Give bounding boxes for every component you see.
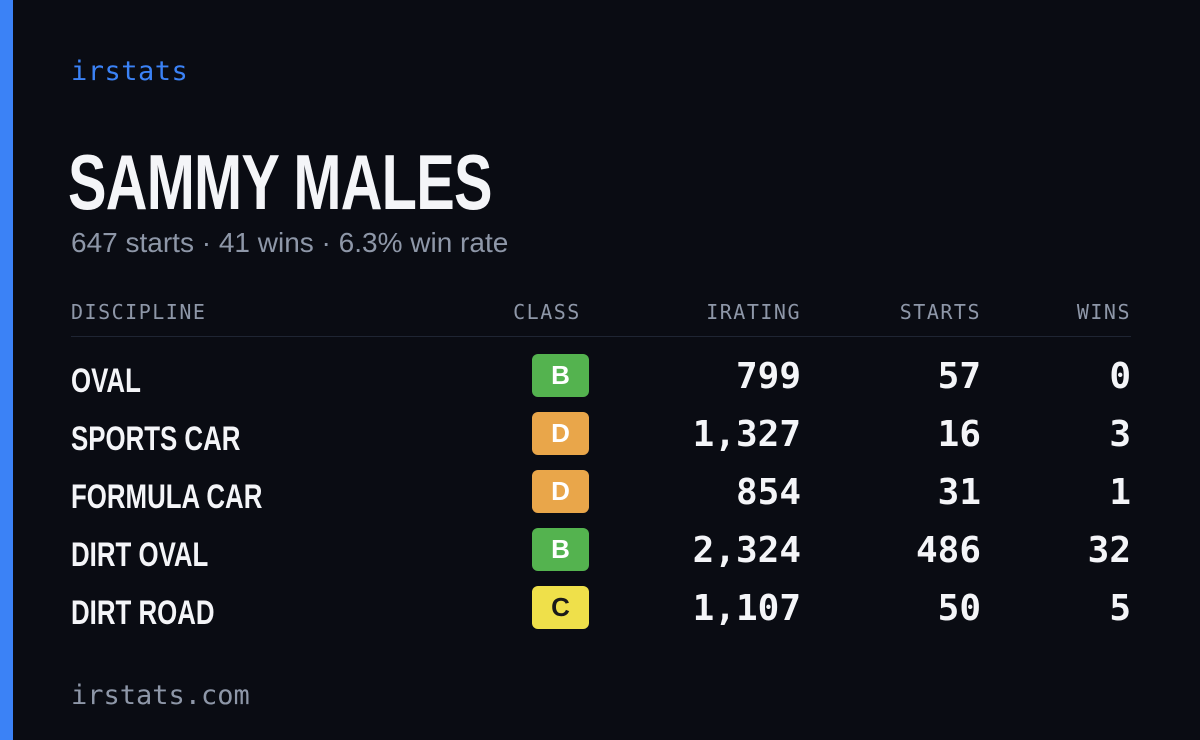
driver-name: SAMMY MALES [68,138,492,226]
wins-value: 32 [1087,530,1131,571]
accent-bar [0,0,13,740]
table-row: DIRT ROAD C 1,107 50 5 [71,586,1131,644]
irating-value: 854 [735,472,801,513]
table-row: DIRT OVAL B 2,324 486 32 [71,528,1131,586]
irating-value: 2,324 [692,530,801,571]
class-badge: D [532,412,589,455]
discipline-name: FORMULA CAR [71,478,263,516]
table-header: DISCIPLINE CLASS IRATING STARTS WINS [71,296,1131,337]
starts-value: 50 [937,588,981,629]
table-row: SPORTS CAR D 1,327 16 3 [71,412,1131,470]
irating-value: 1,107 [692,588,801,629]
irating-value: 799 [735,356,801,397]
brand-logo-text: irstats [71,56,189,87]
header-starts: STARTS [899,300,981,324]
starts-value: 57 [937,356,981,397]
class-badge: C [532,586,589,629]
wins-value: 5 [1109,588,1131,629]
wins-value: 1 [1109,472,1131,513]
starts-value: 16 [937,414,981,455]
starts-value: 31 [937,472,981,513]
class-badge: D [532,470,589,513]
discipline-name: DIRT ROAD [71,594,215,632]
header-wins: WINS [1076,300,1131,324]
class-badge: B [532,354,589,397]
header-discipline: DISCIPLINE [71,300,207,324]
table-body: OVAL B 799 57 0 SPORTS CAR D 1,327 16 3 … [71,354,1131,644]
header-irating: IRATING [706,300,801,324]
discipline-name: OVAL [71,362,141,400]
class-badge: B [532,528,589,571]
discipline-name: DIRT OVAL [71,536,209,574]
discipline-name: SPORTS CAR [71,420,241,458]
wins-value: 3 [1109,414,1131,455]
wins-value: 0 [1109,356,1131,397]
table-row: OVAL B 799 57 0 [71,354,1131,412]
header-class: CLASS [513,300,581,324]
driver-summary: 647 starts · 41 wins · 6.3% win rate [71,227,509,258]
irating-value: 1,327 [692,414,801,455]
footer-domain: irstats.com [71,680,250,711]
discipline-table: DISCIPLINE CLASS IRATING STARTS WINS OVA… [71,296,1131,644]
table-row: FORMULA CAR D 854 31 1 [71,470,1131,528]
starts-value: 486 [915,530,981,571]
